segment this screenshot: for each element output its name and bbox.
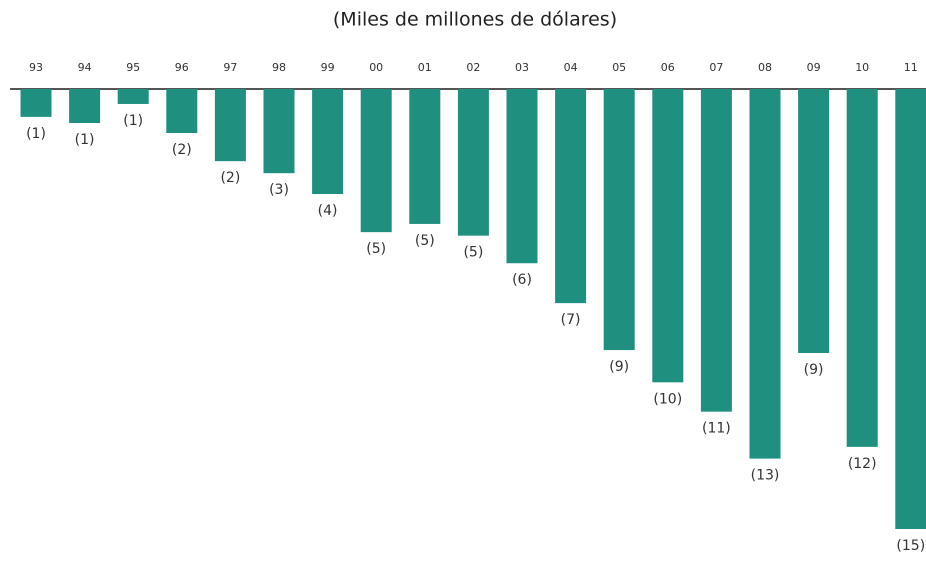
bar <box>117 89 149 104</box>
x-tick-label: 03 <box>515 61 529 74</box>
value-label: (1) <box>75 132 95 148</box>
bar <box>360 89 392 233</box>
bar <box>652 89 684 383</box>
value-label: (3) <box>269 182 289 198</box>
x-tick-label: 08 <box>758 61 772 74</box>
x-tick-label: 05 <box>612 61 626 74</box>
bar <box>555 89 587 304</box>
bar <box>846 89 878 447</box>
x-tick-label: 07 <box>709 61 723 74</box>
value-label: (11) <box>702 421 731 437</box>
x-tick-label: 95 <box>126 61 140 74</box>
bar <box>166 89 198 133</box>
value-label: (2) <box>172 142 192 158</box>
x-tick-label: 93 <box>29 61 43 74</box>
value-label: (10) <box>653 391 682 407</box>
bar <box>69 89 101 124</box>
x-tick-label: 11 <box>904 61 918 74</box>
bar <box>798 89 830 353</box>
x-tick-label: 02 <box>466 61 480 74</box>
value-label: (5) <box>415 233 435 249</box>
x-tick-label: 97 <box>223 61 237 74</box>
bar <box>20 89 52 117</box>
value-label: (4) <box>318 203 338 219</box>
bar <box>409 89 441 224</box>
value-label: (15) <box>896 538 925 554</box>
x-tick-label: 09 <box>807 61 821 74</box>
value-label: (12) <box>848 456 877 472</box>
x-tick-label: 96 <box>175 61 189 74</box>
bar <box>895 89 926 529</box>
bar <box>214 89 246 162</box>
value-label: (2) <box>220 170 240 186</box>
bar <box>749 89 781 459</box>
bar <box>700 89 732 412</box>
value-label: (9) <box>804 362 824 378</box>
bar <box>603 89 635 351</box>
x-tick-label: 98 <box>272 61 286 74</box>
value-label: (5) <box>366 241 386 257</box>
value-label: (5) <box>463 245 483 261</box>
x-tick-label: 01 <box>418 61 432 74</box>
x-tick-label: 00 <box>369 61 383 74</box>
x-tick-label: 99 <box>321 61 335 74</box>
bar <box>312 89 344 195</box>
chart-title: (Miles de millones de dólares) <box>333 9 617 31</box>
bar <box>457 89 489 236</box>
bar <box>506 89 538 264</box>
x-tick-label: 06 <box>661 61 675 74</box>
bar <box>263 89 295 174</box>
value-label: (9) <box>609 359 629 375</box>
x-tick-label: 04 <box>564 61 578 74</box>
x-tick-label: 10 <box>855 61 869 74</box>
value-label: (7) <box>561 312 581 328</box>
value-label: (13) <box>751 468 780 484</box>
value-label: (1) <box>123 113 143 129</box>
x-tick-label: 94 <box>78 61 92 74</box>
value-label: (6) <box>512 272 532 288</box>
value-label: (1) <box>26 126 46 142</box>
